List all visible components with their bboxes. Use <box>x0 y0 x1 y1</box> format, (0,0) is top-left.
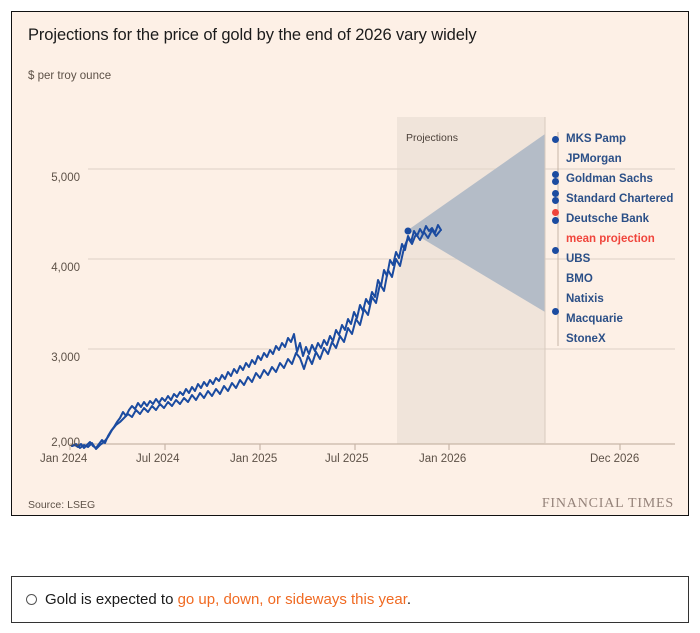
x-axis-label-jan-2026: Jan 2026 <box>419 453 467 465</box>
legend-item-label: mean projection <box>566 233 655 245</box>
chart-source: Source: LSEG <box>28 499 96 511</box>
radio-unchecked-icon[interactable] <box>26 594 37 605</box>
gold-price-line <box>71 224 442 449</box>
legend-marker-dot <box>552 171 559 178</box>
projections-annotation: Projections <box>406 132 458 144</box>
x-axis-ticks <box>69 444 621 450</box>
legend-marker-dot <box>552 136 559 143</box>
legend-item-label: Natixis <box>566 293 604 305</box>
caption-suffix: . <box>406 591 412 608</box>
caption-bar[interactable]: Gold is expected to go up, down, or side… <box>11 576 689 623</box>
legend-item-label: StoneX <box>566 333 606 345</box>
y-axis-label-3000: 3,000 <box>51 352 80 364</box>
legend-marker-dot <box>552 217 559 224</box>
legend-marker-dot <box>552 197 559 204</box>
y-axis-label-5000: 5,000 <box>51 172 80 184</box>
chart-legend: MKS Pamp JPMorgan Goldman Sachs Standard… <box>552 122 688 352</box>
chart-subtitle: $ per troy ounce <box>28 70 112 82</box>
x-axis-label-jul-2024: Jul 2024 <box>136 453 180 465</box>
legend-item-label: Deutsche Bank <box>566 213 650 225</box>
caption-prefix: Gold is expected to <box>45 591 178 608</box>
legend-item-label: JPMorgan <box>566 153 622 165</box>
legend-item-label: MKS Pamp <box>566 133 627 145</box>
legend-item-label: UBS <box>566 253 591 265</box>
legend-marker-dot <box>552 308 559 315</box>
legend-marker-dot <box>552 247 559 254</box>
legend-marker-dot <box>552 178 559 185</box>
fan-origin-point <box>404 227 412 235</box>
page-title: Projections for the price of gold by the… <box>28 26 477 44</box>
x-axis-label-jan-2025: Jan 2025 <box>230 453 278 465</box>
y-axis-label-2000: 2,000 <box>51 437 80 449</box>
chart-card: Projections for the price of gold by the… <box>11 11 689 516</box>
x-axis-label-jul-2025: Jul 2025 <box>325 453 369 465</box>
y-axis-label-4000: 4,000 <box>51 262 80 274</box>
legend-item-label: Standard Chartered <box>566 193 674 205</box>
legend-marker-dot <box>552 190 559 197</box>
legend-item-label: Goldman Sachs <box>566 173 653 185</box>
gold-price-line-overlay <box>71 229 441 450</box>
financial-times-logo: FINANCIAL TIMES <box>541 496 674 511</box>
caption-text: Gold is expected to go up, down, or side… <box>45 591 411 608</box>
gridlines <box>88 168 675 350</box>
projection-fan <box>408 134 545 312</box>
x-axis-label-dec-2026: Dec 2026 <box>590 453 640 465</box>
x-axis-label-jan-2024: Jan 2024 <box>40 453 88 465</box>
legend-marker-dot-mean <box>552 209 559 216</box>
legend-item-label: BMO <box>566 273 593 285</box>
legend-item-label: Macquarie <box>566 313 623 325</box>
caption-link[interactable]: go up, down, or sideways this year <box>177 591 407 608</box>
